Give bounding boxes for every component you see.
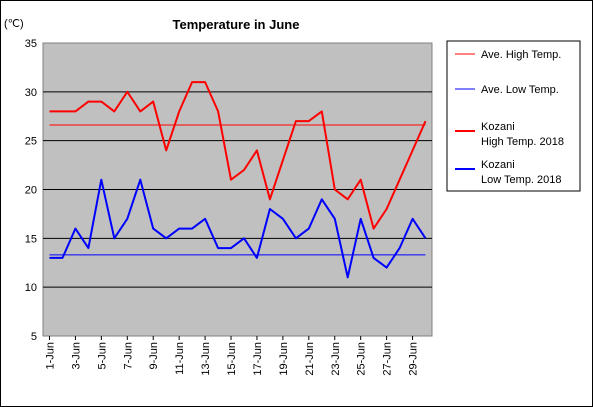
- x-tick-label: 19-Jun: [278, 342, 290, 376]
- x-tick-label: 17-Jun: [252, 342, 264, 376]
- legend-box: [446, 40, 581, 192]
- x-tick-label: 23-Jun: [330, 342, 342, 376]
- y-tick-label: 5: [31, 331, 37, 343]
- y-tick-label: 20: [25, 185, 37, 197]
- grid-lines: [43, 91, 432, 288]
- y-tick-label: 10: [25, 282, 37, 294]
- legend-label-4: Kozani: [481, 159, 515, 171]
- x-tick-label: 29-Jun: [408, 342, 420, 376]
- x-tick-label: 15-Jun: [226, 342, 238, 376]
- x-tick-label: 11-Jun: [174, 342, 186, 375]
- series-line-3: [49, 81, 427, 230]
- y-tick-label: 15: [25, 233, 37, 245]
- x-axis: 1-Jun 3-Jun 5-Jun 7-Jun 9-Jun 11-Jun 13-Jun 15-…: [44, 336, 420, 376]
- x-tick-label: 3-Jun: [70, 342, 82, 370]
- y-tick-label: 35: [25, 38, 37, 50]
- x-tick-label: 9-Jun: [148, 342, 160, 370]
- legend-label-3: High Temp. 2018: [481, 136, 564, 148]
- x-tick-label: 13-Jun: [200, 342, 212, 376]
- legend-label-3: Kozani: [481, 121, 515, 133]
- legend-label-1: Ave. High Temp.: [481, 49, 561, 61]
- x-tick-label: 27-Jun: [382, 342, 394, 376]
- legend-label-2: Ave. Low Temp.: [481, 84, 559, 96]
- x-tick-label: 5-Jun: [96, 342, 108, 370]
- series-lines: [49, 81, 427, 279]
- series-line-4: [49, 178, 427, 279]
- x-tick-label: 1-Jun: [44, 342, 56, 370]
- legend-label-4: Low Temp. 2018: [481, 174, 562, 186]
- y-axis: 5 10 15 20 25 30 35: [25, 38, 37, 343]
- y-tick-label: 30: [25, 87, 37, 99]
- x-tick-label: 7-Jun: [122, 342, 134, 370]
- x-tick-label: 21-Jun: [304, 342, 316, 376]
- chart-title: Temperature in June: [173, 17, 300, 32]
- x-tick-label: 25-Jun: [356, 342, 368, 376]
- legend: Ave. High Temp. Ave. Low Temp. Kozani High …: [455, 49, 564, 186]
- unit-label: (℃): [4, 18, 24, 30]
- y-tick-label: 25: [25, 136, 37, 148]
